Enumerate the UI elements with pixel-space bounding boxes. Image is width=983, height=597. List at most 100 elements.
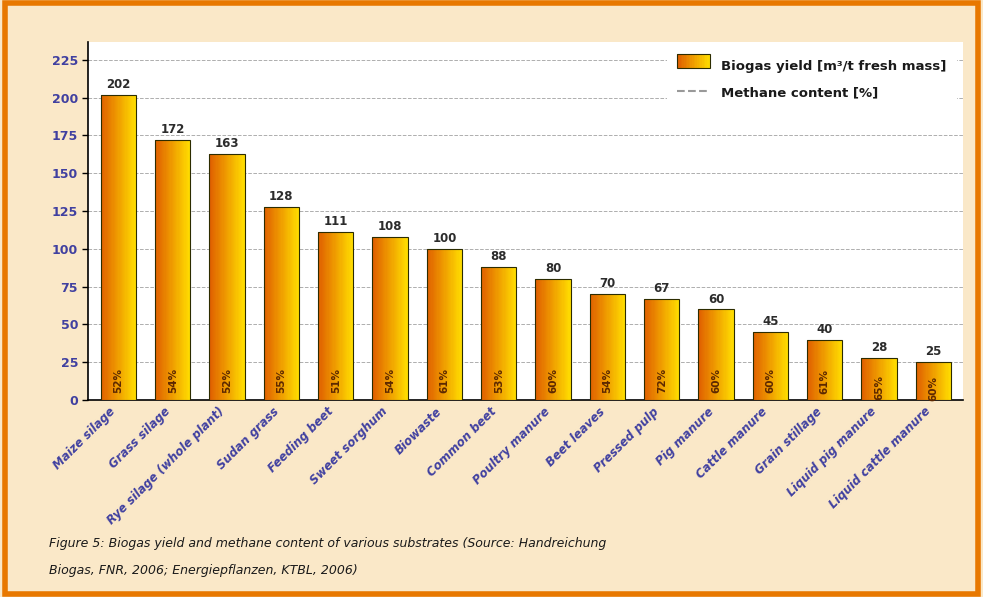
Bar <box>486 267 487 400</box>
Bar <box>336 232 337 400</box>
Bar <box>164 140 165 400</box>
Bar <box>716 309 718 400</box>
Bar <box>709 309 710 400</box>
Bar <box>546 279 548 400</box>
Bar <box>837 340 838 400</box>
Bar <box>217 153 219 400</box>
Bar <box>861 358 863 400</box>
Bar <box>895 358 896 400</box>
Bar <box>875 358 876 400</box>
Text: 60%: 60% <box>766 368 776 393</box>
Bar <box>397 237 398 400</box>
Bar <box>764 332 765 400</box>
Bar <box>542 279 543 400</box>
Bar <box>559 279 560 400</box>
Bar <box>263 207 264 400</box>
Bar <box>890 358 891 400</box>
Bar <box>544 279 545 400</box>
Text: 61%: 61% <box>439 368 449 393</box>
Bar <box>948 362 949 400</box>
Bar <box>831 340 832 400</box>
Bar <box>561 279 562 400</box>
Bar <box>758 332 759 400</box>
Bar <box>656 298 657 400</box>
Bar <box>569 279 571 400</box>
Bar <box>100 95 136 400</box>
Bar <box>110 95 111 400</box>
Bar <box>650 298 651 400</box>
Bar <box>234 153 235 400</box>
Bar <box>817 340 818 400</box>
Bar <box>774 332 776 400</box>
Bar <box>540 279 542 400</box>
Bar <box>780 332 781 400</box>
Bar <box>811 340 812 400</box>
Bar <box>430 249 431 400</box>
Bar <box>135 95 136 400</box>
Bar <box>814 340 815 400</box>
Bar <box>278 207 279 400</box>
Bar <box>815 340 817 400</box>
Bar <box>374 237 375 400</box>
Bar <box>777 332 778 400</box>
Bar <box>448 249 449 400</box>
Bar <box>785 332 787 400</box>
Bar <box>871 358 872 400</box>
Bar <box>431 249 432 400</box>
Bar <box>950 362 952 400</box>
Bar <box>771 332 772 400</box>
Bar <box>548 279 549 400</box>
Text: 202: 202 <box>106 78 131 91</box>
Bar <box>292 207 293 400</box>
Bar <box>604 294 606 400</box>
Bar <box>102 95 103 400</box>
Bar <box>644 298 645 400</box>
Bar <box>263 207 299 400</box>
Bar <box>812 340 813 400</box>
Bar <box>727 309 729 400</box>
Bar <box>657 298 659 400</box>
Text: 55%: 55% <box>276 368 286 393</box>
Bar <box>714 309 715 400</box>
Bar <box>892 358 894 400</box>
Bar <box>129 95 130 400</box>
Bar <box>124 95 126 400</box>
Bar <box>924 362 925 400</box>
Bar <box>719 309 720 400</box>
Bar <box>373 237 408 400</box>
Bar <box>612 294 613 400</box>
Bar <box>916 362 917 400</box>
Bar <box>452 249 454 400</box>
Bar <box>515 267 516 400</box>
Bar <box>175 140 176 400</box>
Legend: Biogas yield [m³/t fresh mass], Methane content [%]: Biogas yield [m³/t fresh mass], Methane … <box>666 48 956 110</box>
Bar <box>126 95 127 400</box>
Bar <box>169 140 170 400</box>
Bar <box>445 249 446 400</box>
Bar <box>189 140 191 400</box>
Bar <box>590 294 591 400</box>
Bar <box>563 279 565 400</box>
Bar <box>707 309 708 400</box>
Bar <box>617 294 618 400</box>
Bar <box>216 153 217 400</box>
Bar <box>539 279 540 400</box>
Bar <box>264 207 266 400</box>
Bar <box>887 358 888 400</box>
Bar <box>553 279 554 400</box>
Bar <box>820 340 821 400</box>
Bar <box>705 309 706 400</box>
Bar <box>328 232 330 400</box>
Bar <box>100 95 102 400</box>
Bar <box>439 249 440 400</box>
Bar <box>160 140 161 400</box>
Bar <box>506 267 507 400</box>
Bar <box>229 153 231 400</box>
Bar <box>381 237 383 400</box>
Bar <box>888 358 889 400</box>
Bar <box>720 309 721 400</box>
Bar <box>174 140 175 400</box>
Bar <box>877 358 878 400</box>
Bar <box>346 232 347 400</box>
Bar <box>487 267 489 400</box>
